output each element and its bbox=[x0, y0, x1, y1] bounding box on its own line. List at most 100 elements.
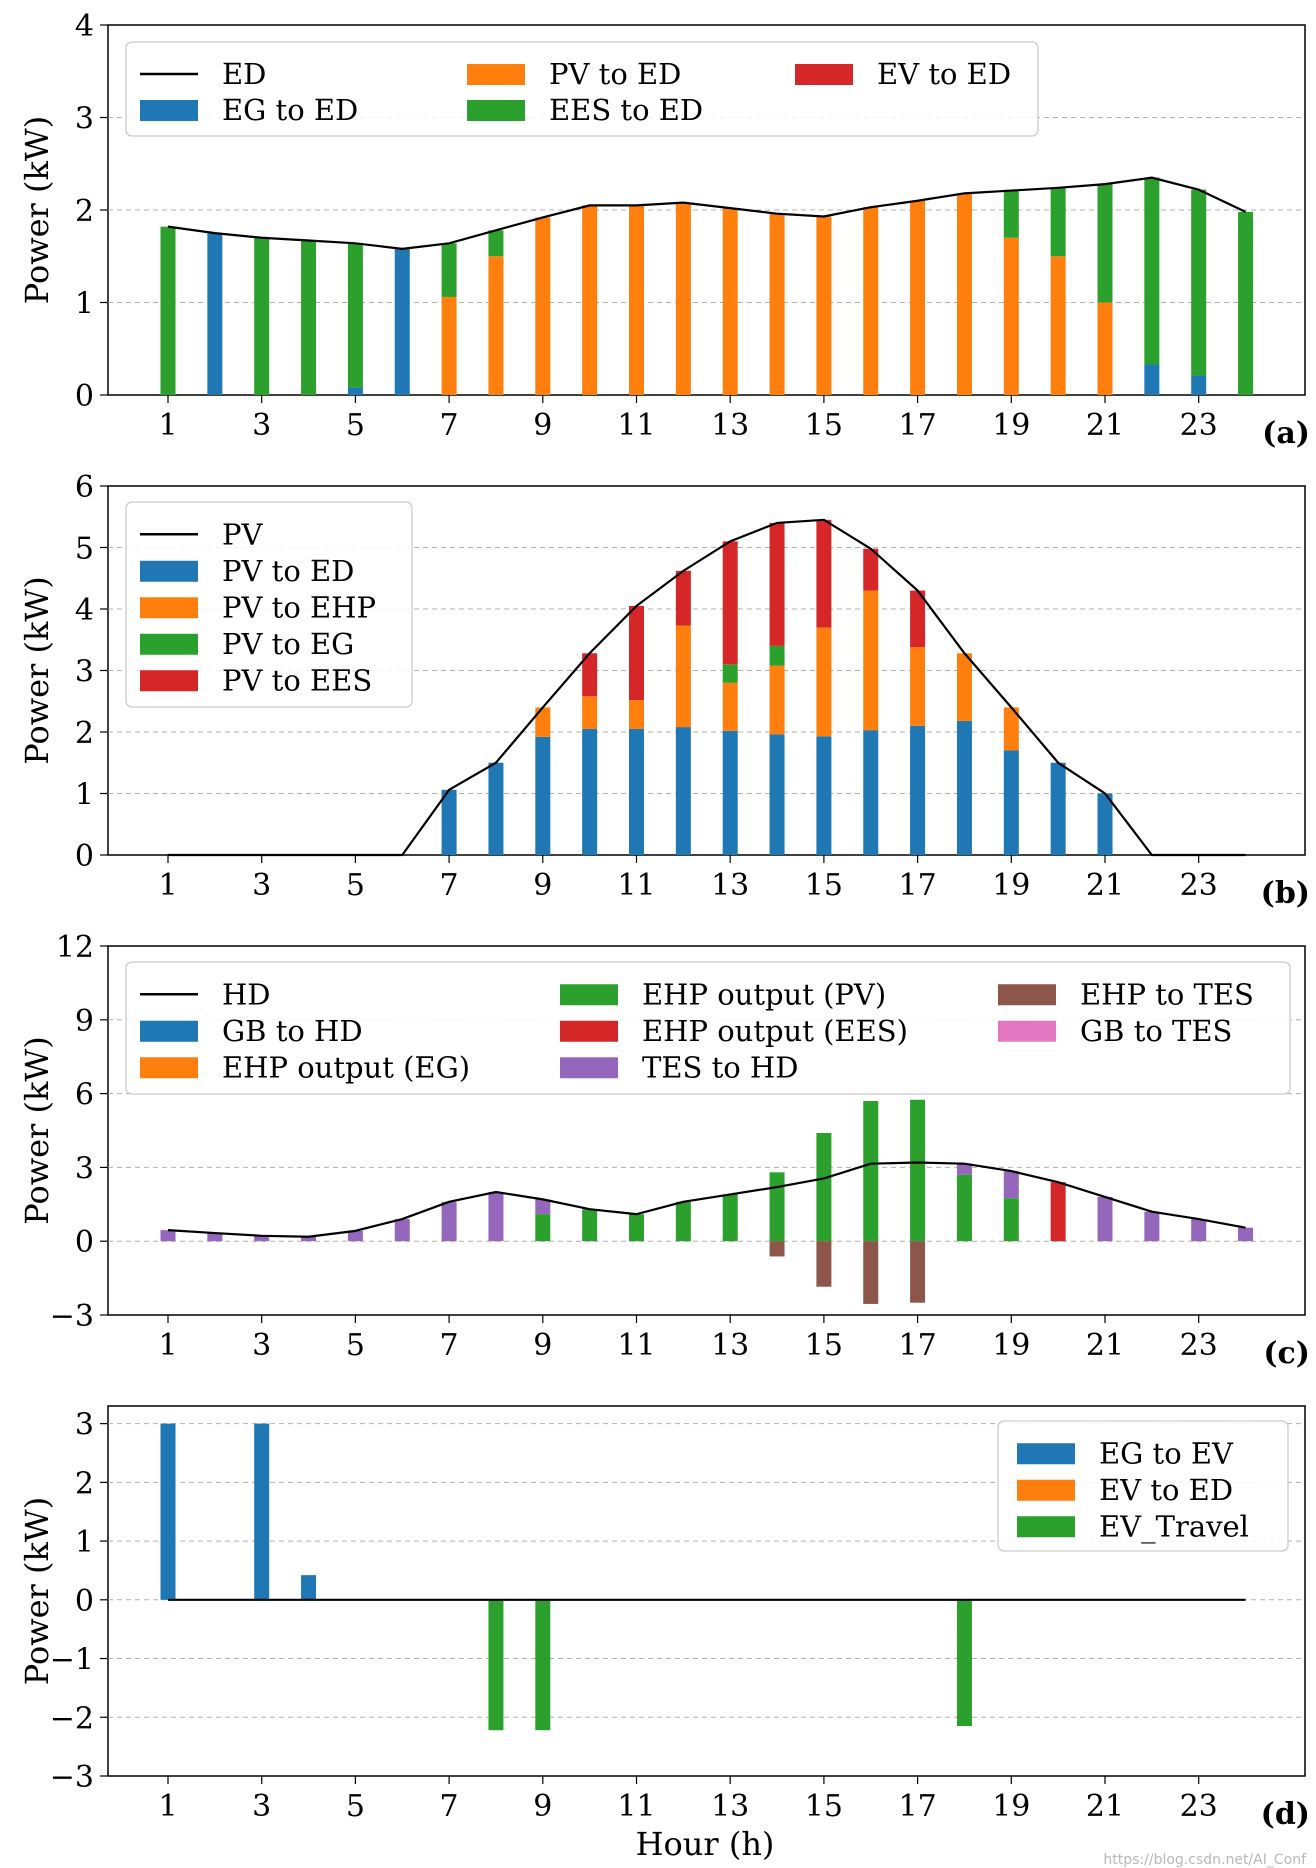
x-tick-label: 21 bbox=[1086, 408, 1124, 443]
y-axis-label: Power (kW) bbox=[18, 1036, 56, 1225]
x-tick-label: 13 bbox=[711, 408, 749, 443]
panel-label: (b) bbox=[1261, 876, 1310, 911]
x-tick-label: 13 bbox=[711, 1789, 749, 1824]
x-tick-label: 15 bbox=[805, 408, 843, 443]
x-tick-label: 11 bbox=[617, 868, 655, 903]
x-tick-label: 7 bbox=[440, 1789, 459, 1824]
x-tick-label: 17 bbox=[899, 1328, 937, 1363]
x-tick-label: 1 bbox=[158, 1789, 177, 1824]
y-tick-label: −3 bbox=[50, 1760, 94, 1795]
bar-pv-to-ed-h21 bbox=[1097, 302, 1113, 395]
bar-tes-to-hd-h18 bbox=[956, 1163, 972, 1175]
y-tick-label: 5 bbox=[75, 532, 94, 567]
bar-ees-to-ed-h24 bbox=[1238, 211, 1254, 395]
y-tick-label: 0 bbox=[75, 1584, 94, 1619]
bar-tes-to-hd-h9 bbox=[535, 1199, 551, 1215]
x-tick-label: 19 bbox=[992, 408, 1030, 443]
bar-ehp-output-pv-h12 bbox=[675, 1201, 691, 1242]
x-tick-label: 1 bbox=[158, 1328, 177, 1363]
legend-swatch-eg-to-ed bbox=[140, 100, 198, 121]
line-pv bbox=[168, 518, 1246, 857]
x-tick-label: 13 bbox=[711, 1328, 749, 1363]
bar-pv-to-ehp-h12 bbox=[675, 625, 691, 728]
legend-label-pv-to-eg: PV to EG bbox=[222, 627, 354, 661]
bar-ehp-output-pv-h16 bbox=[863, 1100, 879, 1242]
bar-pv-to-ed-h7 bbox=[441, 789, 457, 855]
legend-box bbox=[125, 501, 413, 708]
legend-swatch-pv-to-ehp bbox=[140, 597, 198, 619]
bar-pv-to-ed-h18 bbox=[956, 193, 972, 395]
legend-label-ehp-output-ees: EHP output (EES) bbox=[642, 1014, 908, 1048]
bar-ees-to-ed-h3 bbox=[254, 237, 270, 395]
panel-label: (a) bbox=[1262, 416, 1310, 451]
bar-pv-to-ees-h10 bbox=[582, 653, 598, 697]
bar-pv-to-ees-h17 bbox=[910, 590, 926, 648]
bar-tes-to-hd-h6 bbox=[394, 1219, 410, 1242]
x-tick-label: 11 bbox=[617, 1328, 655, 1363]
x-tick-label: 7 bbox=[440, 1328, 459, 1363]
bar-tes-to-hd-h4 bbox=[301, 1236, 317, 1242]
bar-pv-to-ehp-h14 bbox=[769, 665, 785, 735]
x-tick-label: 9 bbox=[533, 408, 552, 443]
bar-pv-to-ees-h12 bbox=[675, 570, 691, 626]
x-tick-label: 15 bbox=[805, 1789, 843, 1824]
legend-swatch-ehp-output-eg bbox=[140, 1057, 198, 1079]
y-axis-label: Power (kW) bbox=[18, 1497, 56, 1686]
legend-label-hd: HD bbox=[222, 977, 271, 1011]
bar-ehp-output-pv-h11 bbox=[629, 1214, 644, 1242]
x-tick-label: 5 bbox=[346, 868, 365, 903]
bar-pv-to-ed-h16 bbox=[863, 730, 879, 855]
bar-pv-to-ees-h11 bbox=[629, 605, 644, 701]
bar-pv-to-ed-h17 bbox=[910, 725, 926, 855]
y-tick-label: 3 bbox=[75, 1151, 94, 1186]
bar-ehp-output-pv-h17 bbox=[910, 1099, 926, 1242]
bar-ehp-output-pv-h10 bbox=[582, 1209, 598, 1242]
bar-pv-to-ed-h18 bbox=[956, 720, 972, 855]
legend-label-ehp-output-pv: EHP output (PV) bbox=[642, 977, 886, 1011]
panel-label: (d) bbox=[1261, 1797, 1310, 1832]
bar-pv-to-ed-h21 bbox=[1097, 793, 1113, 855]
y-axis-label: Power (kW) bbox=[18, 116, 56, 305]
legend-label-ehp-output-eg: EHP output (EG) bbox=[222, 1050, 470, 1084]
bar-pv-to-ehp-h9 bbox=[535, 707, 551, 737]
legend-label-ev-travel: EV_Travel bbox=[1099, 1509, 1249, 1544]
bar-tes-to-hd-h1 bbox=[160, 1230, 176, 1242]
bar-ees-to-ed-h1 bbox=[160, 226, 176, 395]
bar-tes-to-hd-h5 bbox=[347, 1230, 363, 1242]
axes-frame bbox=[107, 1405, 1306, 1777]
y-tick-label: 0 bbox=[75, 379, 94, 414]
bar-pv-to-ed-h10 bbox=[582, 205, 598, 395]
legend-swatch-gb-to-tes bbox=[998, 1020, 1056, 1042]
bar-pv-to-ed-h11 bbox=[629, 205, 644, 395]
x-tick-label: 3 bbox=[252, 1328, 271, 1363]
y-tick-label: −1 bbox=[50, 1643, 94, 1678]
bar-pv-to-ed-h13 bbox=[722, 730, 738, 855]
y-tick-label: 1 bbox=[75, 778, 94, 813]
bar-ees-to-ed-h4 bbox=[301, 240, 317, 395]
bar-ees-to-ed-h23 bbox=[1191, 189, 1207, 376]
bar-pv-to-eg-h13 bbox=[722, 664, 738, 683]
bar-pv-to-ees-h16 bbox=[863, 548, 879, 591]
legend-label-gb-to-tes: GB to TES bbox=[1080, 1014, 1232, 1048]
bar-pv-to-ed-h19 bbox=[1003, 237, 1019, 395]
bar-pv-to-ees-h15 bbox=[816, 519, 832, 628]
x-tick-label: 13 bbox=[711, 868, 749, 903]
legend-label-pv-to-ees: PV to EES bbox=[222, 663, 372, 697]
bar-ees-to-ed-h22 bbox=[1144, 177, 1160, 365]
bar-pv-to-ed-h15 bbox=[816, 736, 832, 855]
bar-ev-travel-h9 bbox=[535, 1599, 551, 1731]
bar-pv-to-ehp-h17 bbox=[910, 647, 926, 726]
bar-ees-to-ed-h5 bbox=[347, 243, 363, 388]
legend-swatch-ees-to-ed bbox=[467, 100, 525, 121]
legend-swatch-ehp-to-tes bbox=[998, 984, 1056, 1006]
y-tick-label: −3 bbox=[50, 1299, 94, 1334]
x-tick-label: 3 bbox=[252, 1789, 271, 1824]
bar-pv-to-ed-h9 bbox=[535, 217, 551, 395]
bar-pv-to-ed-h12 bbox=[675, 202, 691, 395]
x-tick-label: 3 bbox=[252, 408, 271, 443]
x-tick-label: 1 bbox=[158, 868, 177, 903]
x-tick-label: 19 bbox=[992, 1328, 1030, 1363]
